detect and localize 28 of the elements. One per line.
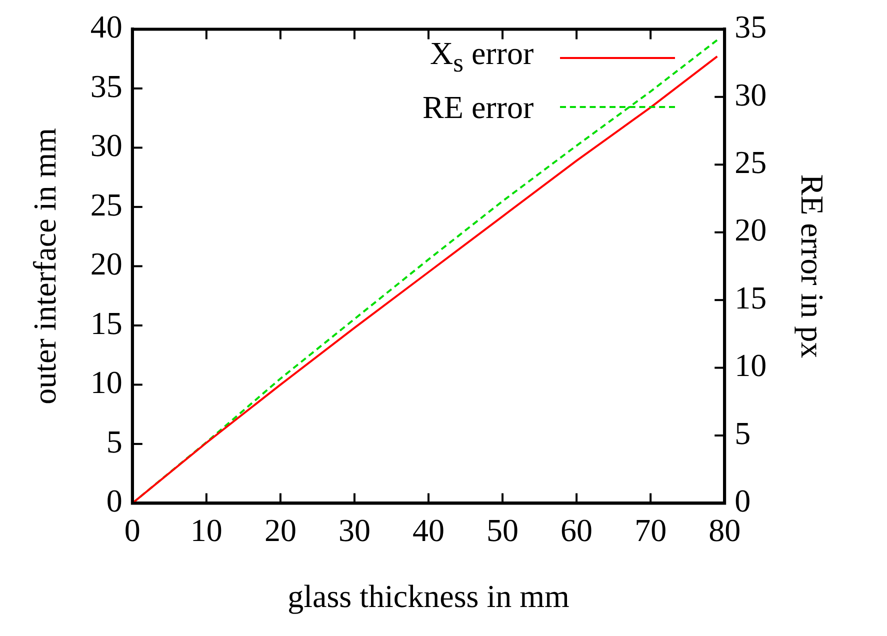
y-tick-label: 20 <box>90 246 122 282</box>
x-tick-label: 10 <box>190 512 222 548</box>
x-axis-title: glass thickness in mm <box>288 578 570 614</box>
y-tick-label: 25 <box>90 186 122 222</box>
x-tick-label: 20 <box>264 512 296 548</box>
y-tick-label: 5 <box>106 423 122 460</box>
y-tick-label: 35 <box>90 68 122 104</box>
y-axis-title: outer interface in mm <box>26 128 63 404</box>
x-tick-label: 40 <box>412 512 444 548</box>
y2-tick-label: 35 <box>734 8 767 45</box>
y-tick-label: 30 <box>90 127 122 164</box>
y-tick-label: 15 <box>90 304 122 341</box>
x-tick-label: 60 <box>560 512 593 548</box>
y2-tick-label: 10 <box>734 347 767 384</box>
y2-tick-label: 15 <box>734 279 767 316</box>
y-tick-label: 0 <box>106 482 122 519</box>
y-tick-label: 40 <box>90 8 122 45</box>
legend-label: RE error <box>422 88 534 127</box>
legend-label: X$_{s}$ error <box>430 34 534 80</box>
y2-tick-label: 25 <box>734 144 767 180</box>
x-tick-label: 70 <box>634 512 667 548</box>
y2-axis-title: RE error in px <box>794 174 830 358</box>
x-tick-label: 50 <box>486 512 519 548</box>
y2-tick-label: 30 <box>734 76 767 112</box>
y2-tick-label: 5 <box>734 414 751 451</box>
y2-tick-label: 20 <box>734 212 767 248</box>
x-tick-label: 30 <box>338 512 370 548</box>
y-tick-label: 10 <box>90 364 122 400</box>
